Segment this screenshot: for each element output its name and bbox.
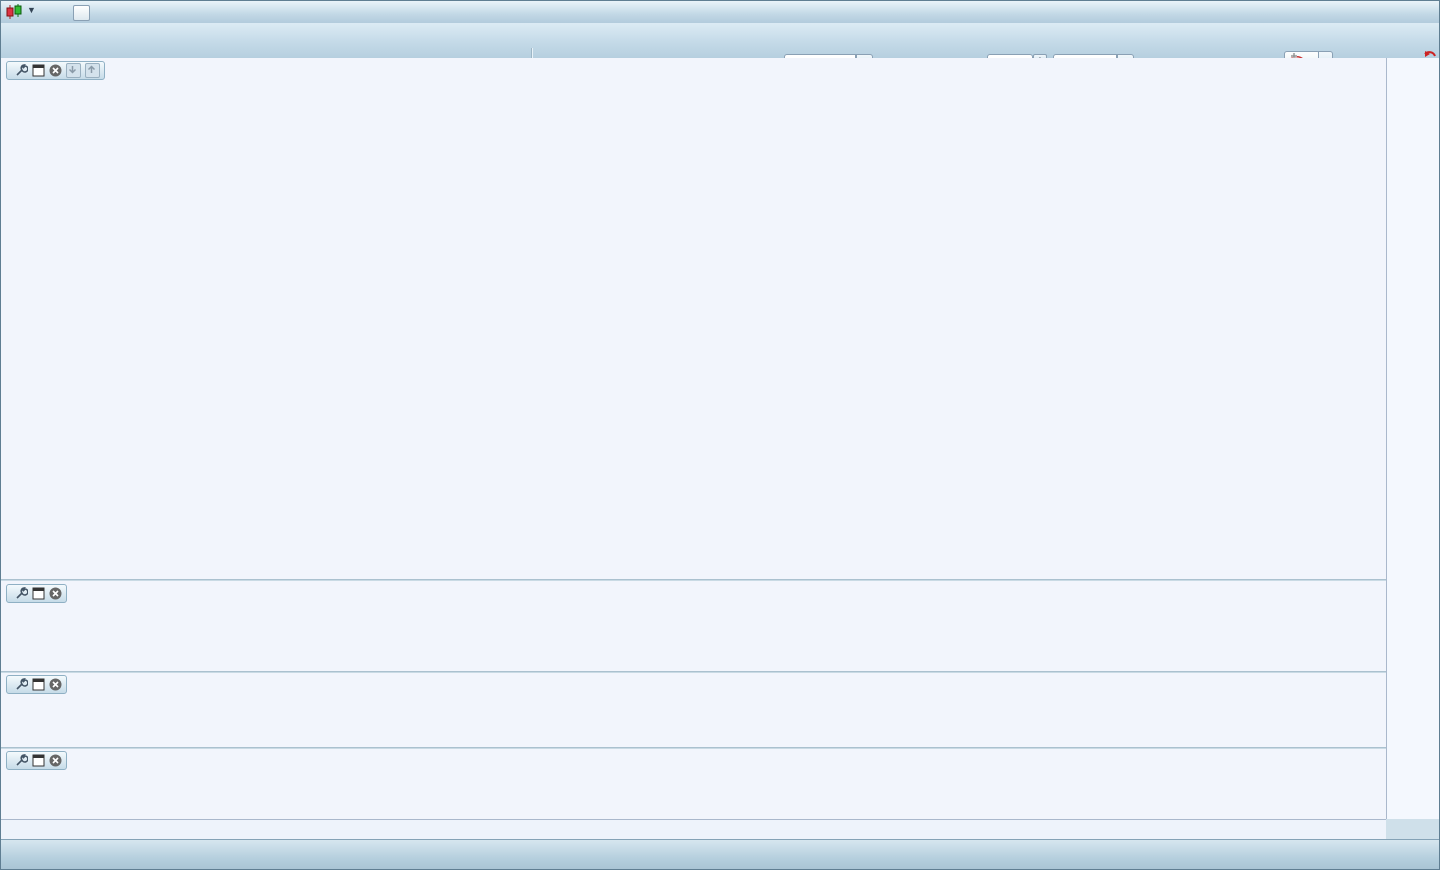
move-panel-down-icon[interactable] [66,63,81,78]
detach-window-icon[interactable] [32,678,45,691]
rsi-panel-header [6,675,67,694]
info-icon[interactable] [73,5,90,21]
panel-separator[interactable] [1,579,1439,581]
price-chart [1,58,1386,579]
symbol-dropdown-arrow[interactable]: ▼ [27,5,36,15]
panel-separator[interactable] [1,671,1439,673]
volume-panel-header [6,584,67,603]
wrench-icon[interactable] [15,64,29,77]
watermark [9,566,12,578]
close-panel-icon[interactable] [49,64,62,77]
close-icon[interactable] [1423,4,1439,20]
detach-window-icon[interactable] [32,64,45,77]
bottom-toolbar: ◀ ▶ [1,839,1439,869]
stochastic-panel-header [6,751,67,770]
move-panel-up-icon[interactable] [85,63,100,78]
panel-separator[interactable] [1,747,1439,749]
app-candlestick-icon [6,4,22,19]
detach-window-icon[interactable] [32,587,45,600]
detach-window-icon[interactable] [32,754,45,767]
volume-chart [1,581,1386,671]
chart-area [1,58,1439,840]
drawing-toolbar: ▼ ▲ ▼ ▼ ▼ [1,23,1439,79]
title-bar: ▼ [1,1,1439,24]
stochastic-chart [1,749,1386,819]
close-panel-icon[interactable] [49,678,62,691]
right-price-axis [1386,58,1439,819]
wrench-icon[interactable] [15,587,29,600]
price-panel-header [6,61,105,80]
close-panel-icon[interactable] [49,587,62,600]
rsi-chart [1,673,1386,747]
close-panel-icon[interactable] [49,754,62,767]
time-axis [1,819,1386,840]
wrench-icon[interactable] [15,754,29,767]
wrench-icon[interactable] [15,678,29,691]
